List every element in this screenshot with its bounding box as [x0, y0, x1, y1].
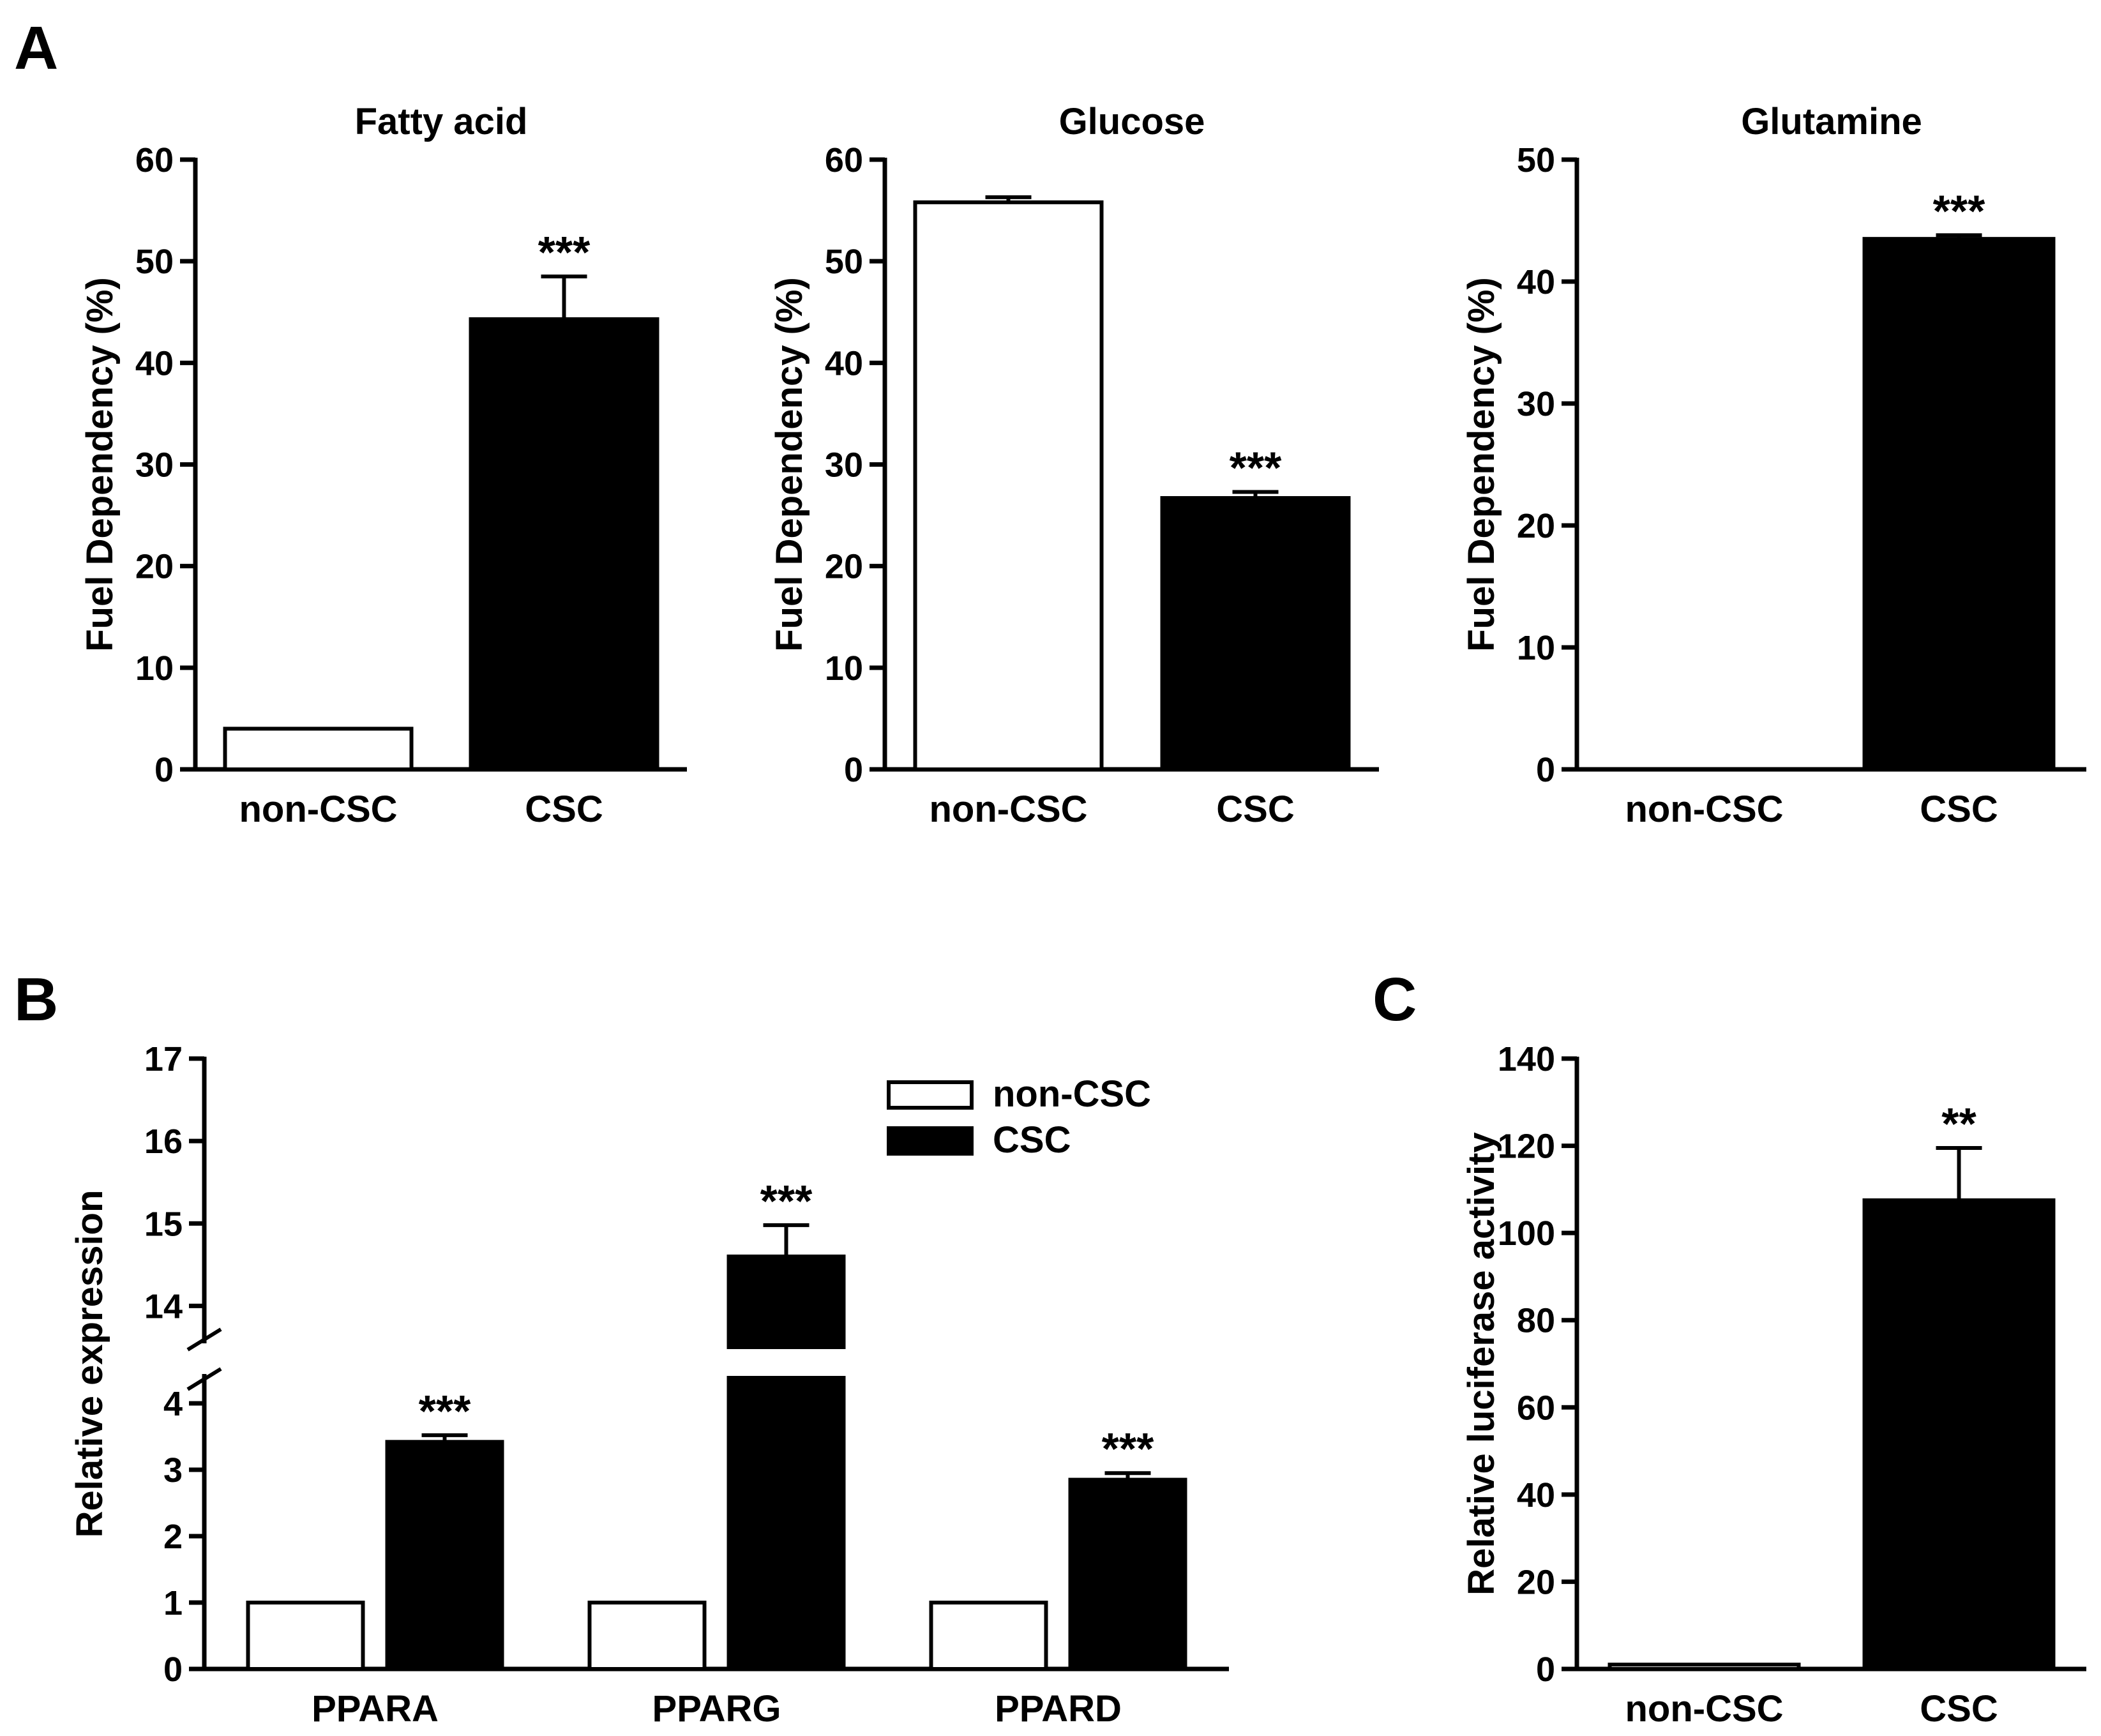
- y-tick-label: 30: [825, 446, 863, 485]
- y-axis-label: Fuel Dependency (%): [1461, 277, 1502, 652]
- y-tick-label: 2: [163, 1518, 183, 1556]
- significance-ppara-csc: ***: [419, 1386, 471, 1436]
- y-tick-label: 40: [1517, 1476, 1555, 1514]
- significance-csc: ***: [538, 227, 591, 277]
- y-tick-label: 50: [135, 243, 174, 281]
- significance-csc: **: [1941, 1099, 1977, 1149]
- x-category-pparg: PPARG: [652, 1688, 781, 1730]
- y-tick-label: 30: [1517, 385, 1555, 423]
- y-tick-label: 20: [825, 548, 863, 586]
- panel-letter-a: A: [14, 14, 58, 82]
- bar-pparg-non-csc: [587, 1601, 707, 1671]
- x-category-csc: CSC: [1216, 789, 1294, 830]
- x-category-csc: CSC: [1920, 1688, 1998, 1730]
- y-tick-label: 50: [1517, 141, 1555, 179]
- significance-csc: ***: [1230, 442, 1282, 492]
- panel-letter-b: B: [14, 965, 58, 1034]
- y-tick-label: 0: [844, 751, 863, 789]
- y-tick-label: 4: [163, 1385, 183, 1423]
- y-axis-label: Relative luciferase activity: [1461, 1132, 1502, 1595]
- y-tick-label: 10: [1517, 629, 1555, 667]
- bar-csc: [1160, 496, 1351, 772]
- y-axis-label: Relative expression: [69, 1190, 110, 1538]
- axis-break-mark: [186, 1367, 222, 1391]
- y-tick-label: 0: [163, 1650, 183, 1689]
- bar-csc: [469, 317, 659, 771]
- y-tick-label: 17: [144, 1040, 183, 1078]
- y-tick-label: 50: [825, 243, 863, 281]
- bar-ppard-csc: [1068, 1477, 1187, 1672]
- bar-non-csc: [1608, 1663, 1801, 1671]
- chart-title: Glucose: [1059, 101, 1205, 142]
- y-tick-label: 16: [144, 1122, 183, 1161]
- y-tick-label: 20: [1517, 507, 1555, 545]
- y-tick-label: 14: [144, 1287, 183, 1325]
- y-tick-label: 0: [1536, 751, 1555, 789]
- x-category-ppard: PPARD: [995, 1688, 1122, 1730]
- y-tick-label: 60: [135, 141, 174, 179]
- bar-pparg-csc-lower: [727, 1376, 846, 1671]
- x-category-non-csc: non-CSC: [1625, 1688, 1783, 1730]
- y-tick-label: 10: [135, 649, 174, 688]
- y-tick-label: 40: [135, 344, 174, 382]
- y-tick-label: 80: [1517, 1302, 1555, 1340]
- y-tick-label: 60: [825, 141, 863, 179]
- y-tick-label: 40: [825, 344, 863, 382]
- significance-pparg-csc: ***: [760, 1176, 813, 1226]
- x-category-non-csc: non-CSC: [1625, 789, 1783, 830]
- panel-a: A Fatty acid Fuel Dependency (%) 0 10 20 30 40…: [14, 14, 2086, 830]
- legend-label-csc: CSC: [993, 1119, 1071, 1161]
- chart-luciferase: Relative luciferase activity 0 20 40 60 80 100…: [1461, 1040, 2086, 1730]
- legend-swatch-csc: [887, 1126, 974, 1156]
- chart-glucose: Glucose Fuel Dependency (%) 0 10 20 30 40 50 60 n…: [769, 101, 1379, 830]
- bar-csc: [1862, 1198, 2056, 1671]
- x-category-csc: CSC: [1920, 789, 1998, 830]
- legend-swatch-non-csc: [887, 1080, 974, 1110]
- x-category-non-csc: non-CSC: [929, 789, 1087, 830]
- y-tick-label: 10: [825, 649, 863, 688]
- panel-letter-c: C: [1373, 965, 1417, 1034]
- y-tick-label: 20: [1517, 1563, 1555, 1601]
- y-tick-label: 20: [135, 548, 174, 586]
- bar-csc: [1862, 237, 2056, 771]
- chart-fatty-acid: Fatty acid Fuel Dependency (%) 0 10 20 30 40 50…: [79, 101, 687, 830]
- y-tick-label: 1: [163, 1584, 183, 1622]
- y-tick-label: 0: [154, 751, 174, 789]
- chart-title: Fatty acid: [355, 101, 528, 142]
- bar-ppard-non-csc: [929, 1601, 1048, 1671]
- y-tick-label: 60: [1517, 1389, 1555, 1427]
- chart-relative-expression: Relative expression 0 1 2 3 4 14 15 16 17 *** PPARA…: [69, 1040, 1229, 1730]
- x-category-non-csc: non-CSC: [239, 789, 397, 830]
- panel-c: C Relative luciferase activity 0 20 40 60 80 1…: [1373, 965, 2086, 1730]
- y-tick-label: 40: [1517, 263, 1555, 301]
- y-tick-label: 120: [1498, 1128, 1555, 1166]
- x-category-ppara: PPARA: [312, 1688, 439, 1730]
- bar-non-csc: [913, 200, 1104, 772]
- y-tick-label: 30: [135, 446, 174, 485]
- bar-non-csc: [223, 727, 414, 772]
- axis-break-mark: [186, 1327, 222, 1352]
- bar-ppara-csc: [385, 1440, 504, 1672]
- significance-csc: ***: [1933, 186, 1985, 236]
- bar-ppara-non-csc: [246, 1601, 365, 1671]
- y-tick-label: 100: [1498, 1214, 1555, 1253]
- chart-title: Glutamine: [1741, 101, 1922, 142]
- x-category-csc: CSC: [525, 789, 603, 830]
- panel-b: B Relative expression 0 1 2 3 4 14 15 16 17 *** PPA…: [14, 965, 1229, 1730]
- y-tick-label: 15: [144, 1205, 183, 1243]
- significance-ppard-csc: ***: [1102, 1424, 1154, 1474]
- y-tick-label: 140: [1498, 1040, 1555, 1078]
- legend-label-non-csc: non-CSC: [993, 1073, 1151, 1115]
- y-tick-label: 3: [163, 1451, 183, 1490]
- chart-glutamine: Glutamine Fuel Dependency (%) 0 10 20 30 40 50 n…: [1461, 101, 2086, 830]
- y-tick-label: 0: [1536, 1650, 1555, 1689]
- y-axis-label: Fuel Dependency (%): [769, 277, 810, 652]
- y-axis-label: Fuel Dependency (%): [79, 277, 121, 652]
- bar-pparg-csc-upper: [727, 1254, 846, 1350]
